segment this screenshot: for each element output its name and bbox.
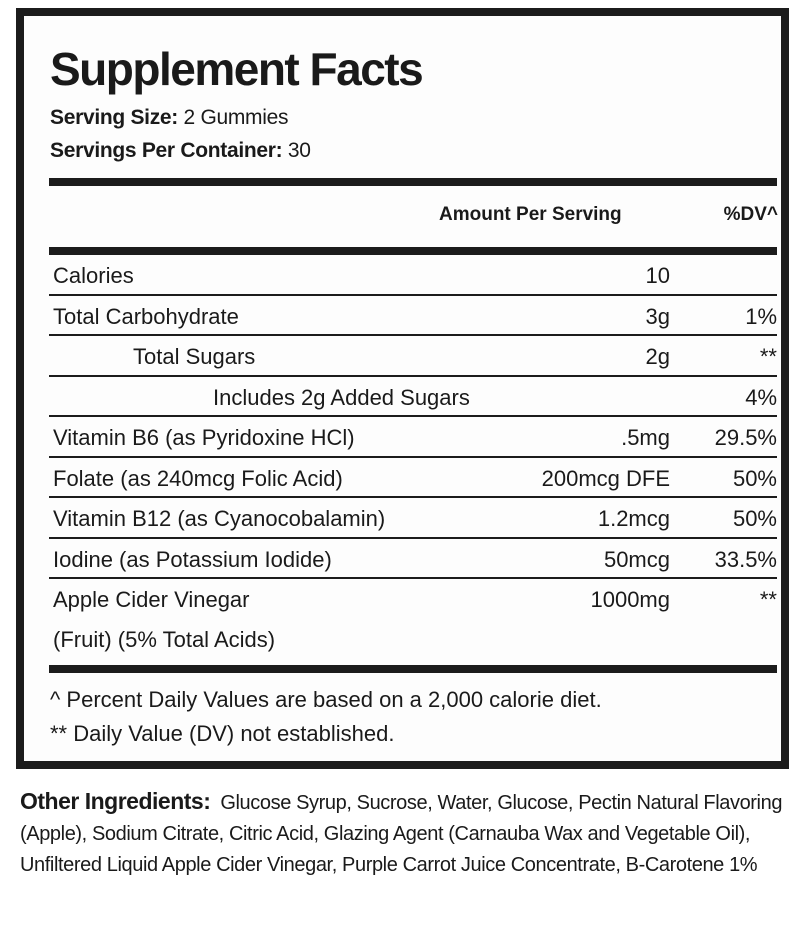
nutrient-dv: 1% — [745, 304, 777, 329]
nutrient-row: Apple Cider Vinegar (Fruit) (5% Total Aci… — [49, 579, 777, 652]
nutrient-row: Folate (as 240mcg Folic Acid) 200mcg DFE 5… — [49, 458, 777, 498]
nutrient-row: Total Sugars 2g ** — [49, 336, 777, 376]
nutrient-name: Total Sugars — [133, 344, 256, 369]
nutrient-name-line2: (Fruit) (5% Total Acids) — [53, 627, 276, 652]
divider-thin — [49, 294, 777, 296]
divider-thin — [49, 496, 777, 498]
nutrient-row: Vitamin B6 (as Pyridoxine HCl) .5mg 29.5% — [49, 417, 777, 457]
nutrient-row: Includes 2g Added Sugars 4% — [49, 377, 777, 417]
nutrient-name: Folate (as 240mcg Folic Acid) — [53, 466, 343, 491]
nutrient-row: Iodine (as Potassium Iodide) 50mcg 33.5% — [49, 539, 777, 579]
nutrient-dv: ** — [759, 344, 777, 369]
nutrient-row: Total Carbohydrate 3g 1% — [49, 296, 777, 336]
column-header-dv: %DV^ — [723, 204, 778, 225]
panel-title: Supplement Facts — [50, 43, 424, 95]
nutrient-amount: .5mg — [621, 425, 670, 450]
divider-thin — [49, 456, 777, 458]
divider-thick — [49, 247, 777, 255]
nutrient-dv: ** — [759, 587, 777, 612]
divider-thin — [49, 577, 777, 579]
divider-thin — [49, 537, 777, 539]
servings-per-container-value: 30 — [287, 139, 311, 162]
divider-thick — [49, 665, 777, 673]
other-ingredients-text: Glucose Syrup, Sucrose, Water, Glucose, … — [20, 792, 783, 876]
divider-thick — [49, 178, 777, 186]
nutrient-amount: 200mcg DFE — [541, 466, 670, 491]
footnote-daily-values: ^ Percent Daily Values are based on a 2,… — [50, 687, 602, 712]
nutrient-dv: 4% — [745, 385, 777, 410]
nutrient-dv: 33.5% — [714, 547, 777, 572]
servings-per-container-label: Servings Per Container: — [50, 139, 283, 162]
nutrient-name: Vitamin B12 (as Cyanocobalamin) — [53, 506, 386, 531]
nutrient-amount: 50mcg — [603, 547, 670, 572]
supplement-facts-panel: Supplement Facts Serving Size: 2 Gummies… — [16, 8, 789, 769]
other-ingredients: Other Ingredients: Glucose Syrup, Sucrose… — [20, 786, 790, 881]
nutrient-dv: 50% — [732, 506, 777, 531]
nutrient-amount: 1000mg — [590, 587, 670, 612]
nutrient-name: Includes 2g Added Sugars — [213, 385, 470, 410]
divider-thin — [49, 375, 777, 377]
nutrient-row: Vitamin B12 (as Cyanocobalamin) 1.2mcg 50% — [49, 498, 777, 538]
serving-size: Serving Size: 2 Gummies — [50, 106, 289, 130]
column-header-amount: Amount Per Serving — [439, 204, 622, 225]
nutrient-name: Total Carbohydrate — [53, 304, 239, 329]
nutrient-dv: 50% — [732, 466, 777, 491]
nutrient-name: Vitamin B6 (as Pyridoxine HCl) — [53, 425, 355, 450]
nutrient-amount: 1.2mcg — [597, 506, 670, 531]
nutrient-row: Calories 10 — [49, 255, 777, 295]
nutrient-dv: 29.5% — [714, 425, 777, 450]
nutrient-name: Calories — [53, 263, 134, 288]
nutrient-amount: 10 — [645, 263, 670, 288]
other-ingredients-label: Other Ingredients: — [20, 788, 211, 814]
servings-per-container: Servings Per Container: 30 — [50, 139, 311, 163]
serving-size-value: 2 Gummies — [183, 106, 289, 129]
nutrient-amount: 2g — [645, 344, 670, 369]
divider-thin — [49, 415, 777, 417]
serving-size-label: Serving Size: — [50, 106, 178, 129]
nutrient-name: Iodine (as Potassium Iodide) — [53, 547, 332, 572]
nutrient-name: Apple Cider Vinegar — [53, 587, 250, 612]
footnote-dv-not-established: ** Daily Value (DV) not established. — [50, 721, 395, 746]
nutrient-amount: 3g — [645, 304, 670, 329]
divider-thin — [49, 334, 777, 336]
